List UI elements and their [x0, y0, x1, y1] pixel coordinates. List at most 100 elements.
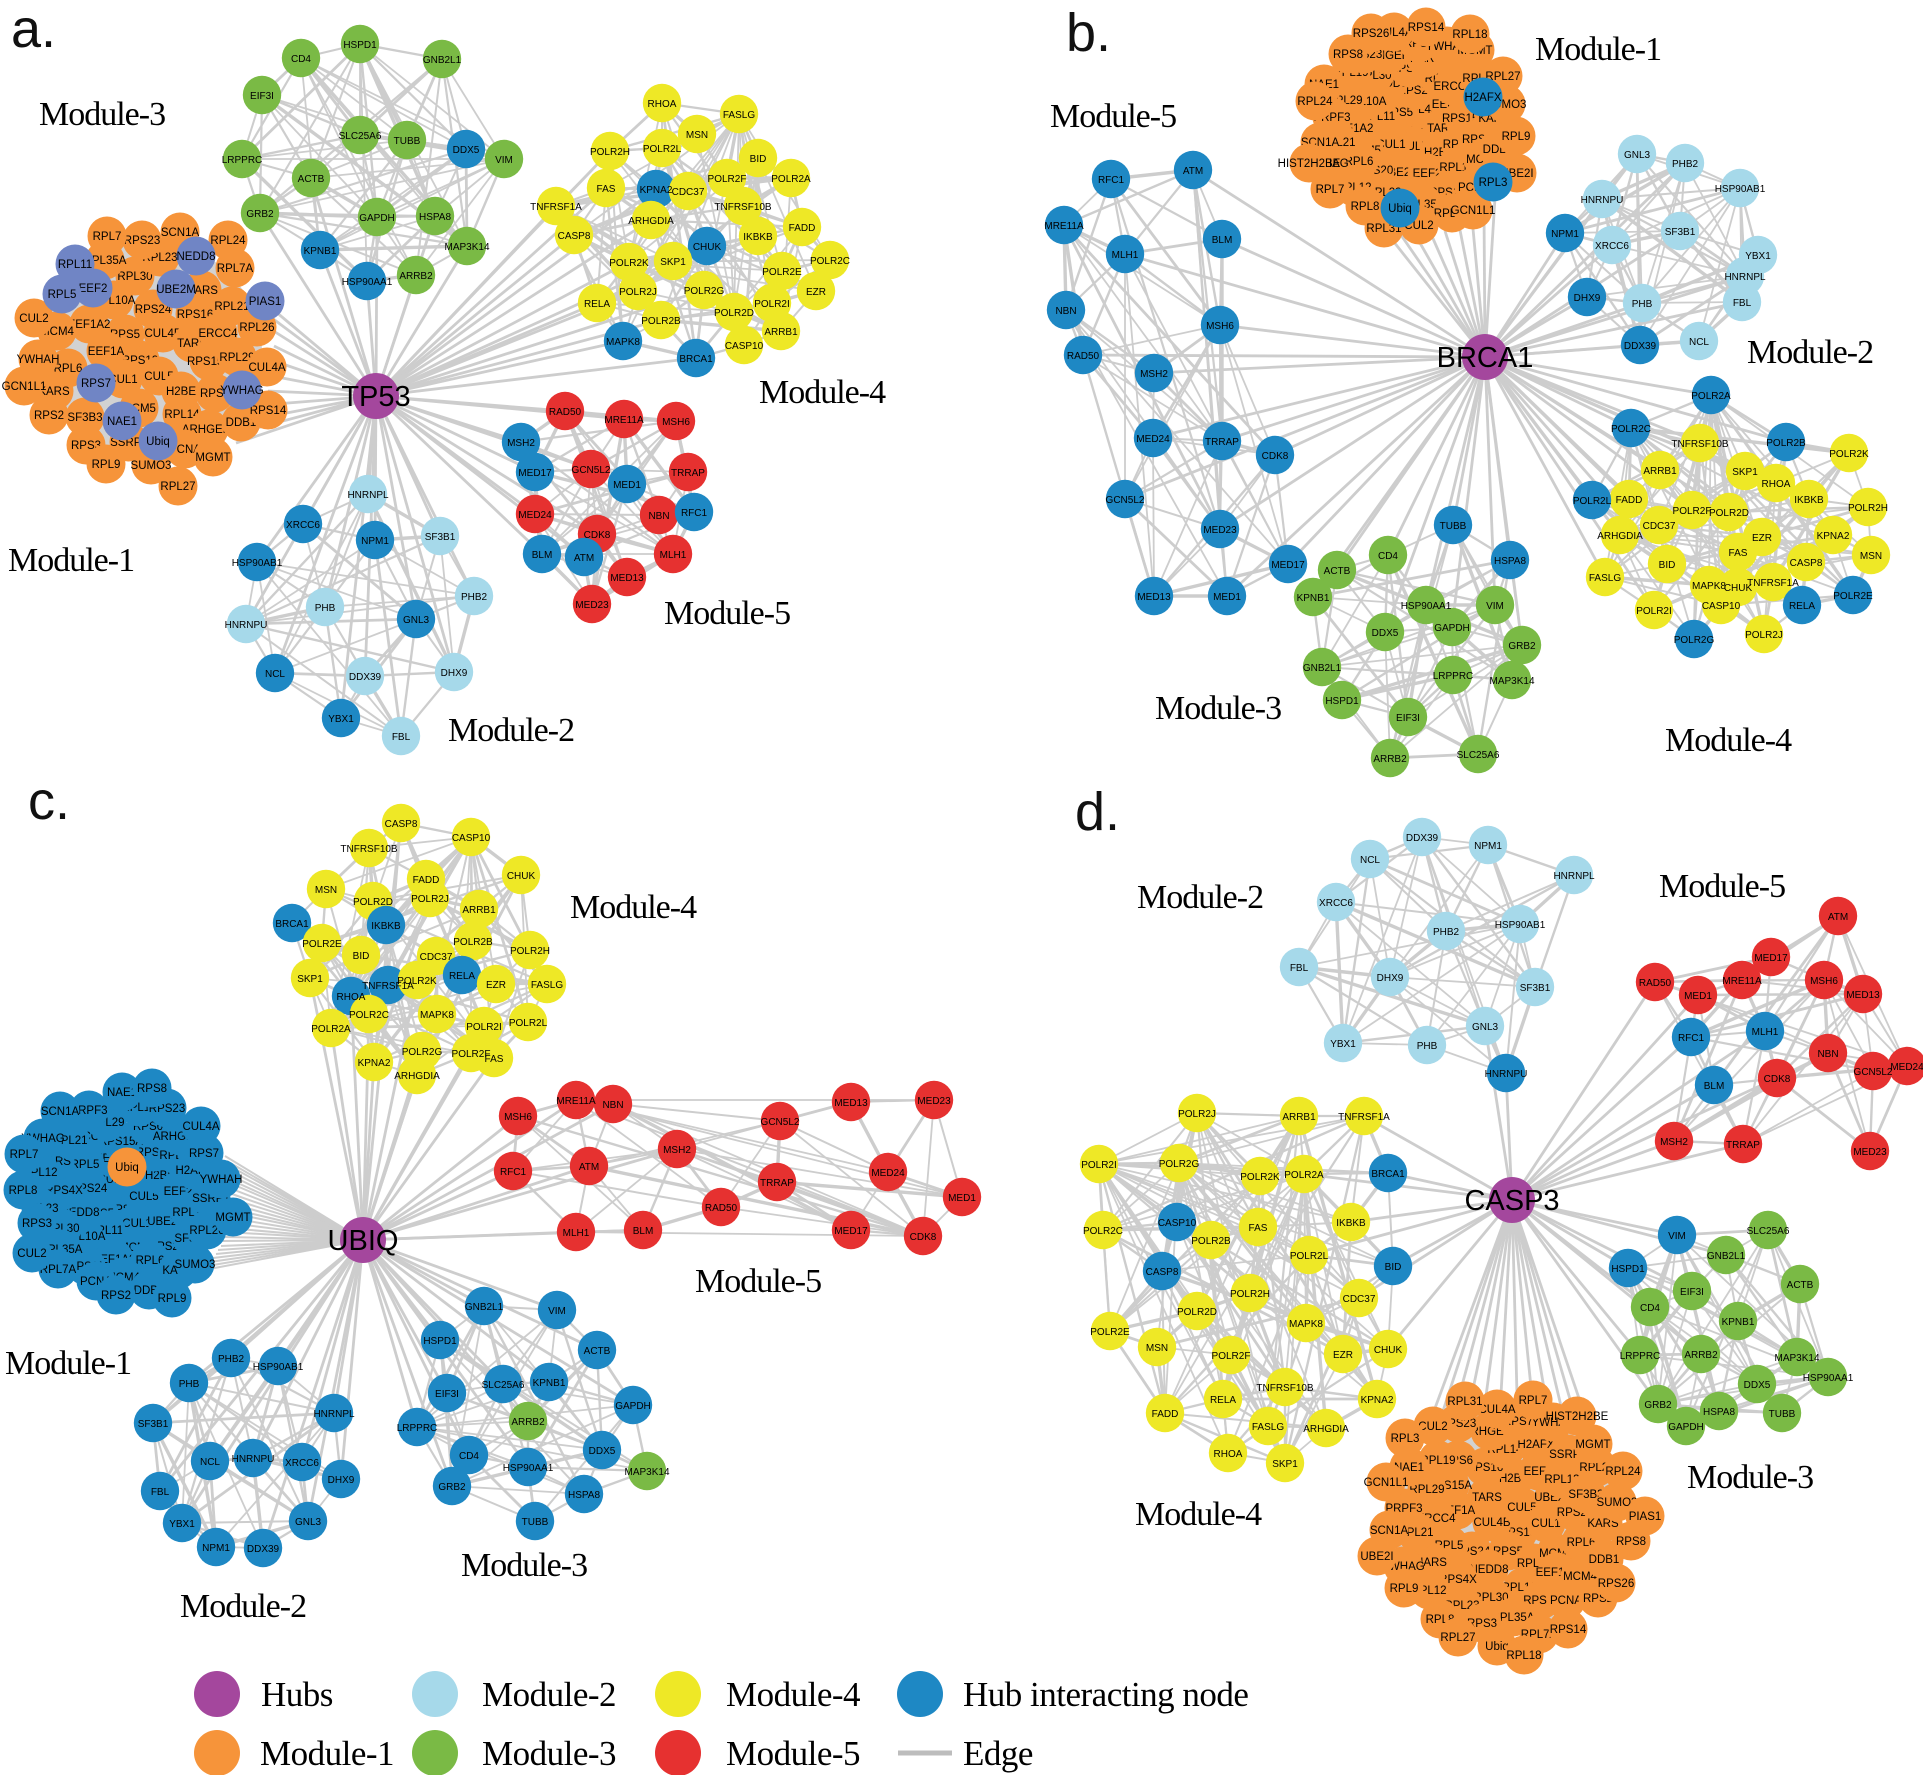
- svg-text:GCN1L1: GCN1L1: [2, 381, 47, 393]
- svg-text:Hubs: Hubs: [261, 1675, 333, 1714]
- svg-text:VIM: VIM: [548, 1306, 566, 1317]
- svg-text:CD4: CD4: [1640, 1303, 1660, 1314]
- svg-text:GNL3: GNL3: [1624, 150, 1651, 161]
- svg-text:PHB2: PHB2: [218, 1354, 245, 1365]
- svg-text:TARS: TARS: [1472, 1492, 1502, 1504]
- svg-text:PHB2: PHB2: [1433, 927, 1460, 938]
- svg-text:RPL9: RPL9: [92, 459, 121, 471]
- svg-text:MSN: MSN: [686, 130, 708, 141]
- svg-text:POLR2K: POLR2K: [397, 976, 437, 987]
- svg-text:MRE11A: MRE11A: [556, 1096, 596, 1107]
- svg-text:HSPD1: HSPD1: [1611, 1264, 1645, 1275]
- svg-text:DHX9: DHX9: [328, 1475, 355, 1486]
- svg-text:MAPK8: MAPK8: [1692, 581, 1726, 592]
- svg-text:EZR: EZR: [806, 287, 826, 298]
- svg-text:MGMT: MGMT: [195, 452, 230, 464]
- svg-text:MAPK8: MAPK8: [1289, 1319, 1323, 1330]
- svg-text:CUL4B: CUL4B: [144, 328, 181, 340]
- svg-text:SUMO3: SUMO3: [175, 1259, 216, 1271]
- svg-text:KPNA2: KPNA2: [358, 1058, 391, 1069]
- svg-text:MSH2: MSH2: [1660, 1137, 1688, 1148]
- svg-text:MCM4: MCM4: [1563, 1571, 1597, 1583]
- svg-text:DDB1: DDB1: [1589, 1554, 1620, 1566]
- svg-text:RPL8: RPL8: [9, 1185, 38, 1197]
- svg-text:POLR2G: POLR2G: [1674, 635, 1715, 646]
- svg-text:RPL19: RPL19: [1420, 1455, 1455, 1467]
- svg-text:EEF2: EEF2: [79, 283, 108, 295]
- svg-text:HIST2H2BE: HIST2H2BE: [1278, 158, 1341, 170]
- svg-text:XRCC6: XRCC6: [286, 520, 320, 531]
- svg-text:POLR2K: POLR2K: [1829, 449, 1869, 460]
- svg-text:KPNA2: KPNA2: [1817, 531, 1850, 542]
- svg-text:RPS7: RPS7: [189, 1148, 219, 1160]
- svg-text:MSN: MSN: [1146, 1343, 1168, 1354]
- svg-text:FADD: FADD: [1616, 495, 1643, 506]
- svg-text:RPS2: RPS2: [101, 1290, 131, 1302]
- svg-text:LRPPRC: LRPPRC: [1433, 671, 1474, 682]
- svg-text:Module-2: Module-2: [448, 712, 574, 749]
- svg-text:VIM: VIM: [1668, 1231, 1686, 1242]
- svg-text:ARRB1: ARRB1: [1643, 466, 1677, 477]
- svg-text:Module-5: Module-5: [1659, 868, 1785, 905]
- svg-text:GAPDH: GAPDH: [1434, 623, 1470, 634]
- svg-text:SCN1A: SCN1A: [161, 227, 200, 239]
- svg-text:UBE2I: UBE2I: [1360, 1551, 1393, 1563]
- svg-text:ARHGDIA: ARHGDIA: [1303, 1424, 1349, 1435]
- svg-text:CDK8: CDK8: [910, 1232, 937, 1243]
- svg-text:RFC1: RFC1: [681, 508, 708, 519]
- svg-text:MAP3K14: MAP3K14: [1489, 676, 1534, 687]
- svg-text:CDK8: CDK8: [1262, 451, 1289, 462]
- svg-text:MED13: MED13: [1137, 592, 1171, 603]
- svg-text:DDB1: DDB1: [226, 417, 257, 429]
- svg-text:EZR: EZR: [486, 980, 506, 991]
- svg-text:MSN: MSN: [315, 885, 337, 896]
- svg-text:c.: c.: [28, 771, 70, 831]
- svg-text:DDX5: DDX5: [453, 145, 480, 156]
- svg-text:RPS16: RPS16: [177, 309, 213, 321]
- svg-text:SKP1: SKP1: [1732, 467, 1758, 478]
- svg-text:POLR2J: POLR2J: [1745, 630, 1783, 641]
- svg-text:MED1: MED1: [1684, 991, 1712, 1002]
- svg-text:KPNB1: KPNB1: [533, 1378, 566, 1389]
- svg-text:POLR2A: POLR2A: [1284, 1170, 1324, 1181]
- svg-text:NEDD8: NEDD8: [1470, 1564, 1509, 1576]
- svg-text:RPS23: RPS23: [124, 235, 160, 247]
- svg-text:HIST2H2BE: HIST2H2BE: [1546, 1411, 1609, 1423]
- svg-text:DDX39: DDX39: [1624, 341, 1657, 352]
- svg-text:HSP90AA1: HSP90AA1: [342, 277, 393, 288]
- svg-text:MGMT: MGMT: [1575, 1439, 1610, 1451]
- svg-text:EEF1A2: EEF1A2: [68, 319, 111, 331]
- svg-text:MGMT: MGMT: [215, 1212, 250, 1224]
- svg-text:MED24: MED24: [518, 510, 552, 521]
- svg-text:FASLG: FASLG: [531, 980, 563, 991]
- svg-text:POLR2F: POLR2F: [452, 1049, 491, 1060]
- svg-text:HNRNPU: HNRNPU: [1485, 1069, 1528, 1080]
- svg-text:CHUK: CHUK: [507, 871, 536, 882]
- svg-text:PHB: PHB: [179, 1379, 200, 1390]
- svg-text:DDX5: DDX5: [589, 1446, 616, 1457]
- svg-text:MED17: MED17: [1271, 560, 1305, 571]
- svg-text:RPS8: RPS8: [1616, 1536, 1646, 1548]
- svg-text:CUL1: CUL1: [1531, 1518, 1560, 1530]
- svg-text:NAE1: NAE1: [107, 416, 137, 428]
- svg-text:HNRNPU: HNRNPU: [1581, 195, 1624, 206]
- svg-text:SKP1: SKP1: [297, 974, 323, 985]
- svg-text:RPL27: RPL27: [160, 481, 195, 493]
- svg-text:SLC25A6: SLC25A6: [1457, 750, 1500, 761]
- svg-text:CUL1: CUL1: [108, 374, 137, 386]
- svg-text:ACTB: ACTB: [1787, 1280, 1814, 1291]
- svg-text:RPL7: RPL7: [1316, 184, 1345, 196]
- svg-text:NBN: NBN: [1055, 306, 1076, 317]
- svg-text:MED17: MED17: [518, 468, 552, 479]
- svg-text:RPL7: RPL7: [93, 231, 122, 243]
- svg-text:b.: b.: [1066, 3, 1111, 63]
- svg-text:RPL6: RPL6: [54, 363, 83, 375]
- svg-text:FASLG: FASLG: [1589, 573, 1621, 584]
- svg-text:MAP3K14: MAP3K14: [1774, 1353, 1819, 1364]
- svg-text:RPL7A: RPL7A: [40, 1264, 77, 1276]
- svg-text:MAP3K14: MAP3K14: [624, 1467, 669, 1478]
- svg-text:ATM: ATM: [1828, 912, 1848, 923]
- svg-text:FADD: FADD: [1152, 1409, 1179, 1420]
- svg-text:SKP1: SKP1: [1272, 1459, 1298, 1470]
- svg-text:MED23: MED23: [1853, 1147, 1887, 1158]
